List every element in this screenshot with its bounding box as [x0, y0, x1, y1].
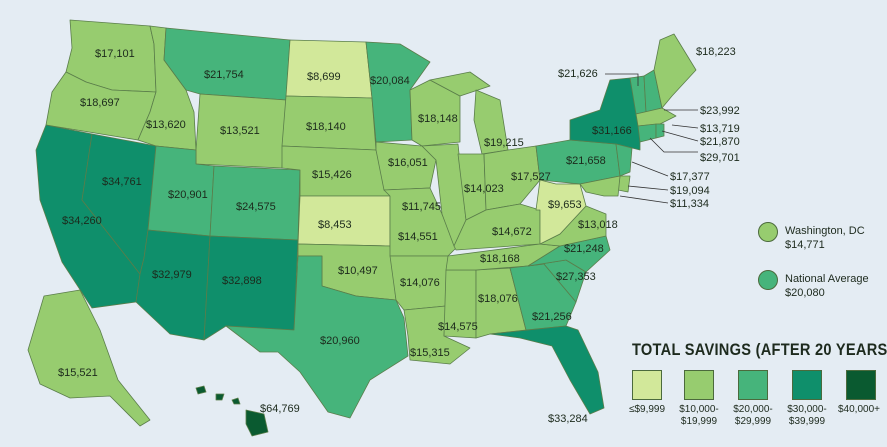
state-nj[interactable]: [615, 143, 633, 177]
national-name: National Average: [785, 273, 869, 285]
label-or: $18,697: [80, 97, 120, 109]
state-fl[interactable]: [489, 325, 605, 415]
label-ny: $31,166: [592, 125, 632, 137]
label-md: $11,334: [670, 198, 709, 210]
state-nd[interactable]: [285, 39, 373, 99]
label-vt: $21,626: [558, 68, 598, 80]
label-fl: $33,284: [548, 413, 588, 425]
label-al: $18,076: [478, 293, 518, 305]
label-mt: $21,754: [204, 69, 244, 81]
label-mi: $19,215: [484, 137, 524, 149]
label-nj: $17,377: [670, 171, 710, 183]
label-ct: $29,701: [700, 152, 740, 164]
label-nc: $21,248: [564, 243, 604, 255]
label-co: $24,575: [236, 201, 276, 213]
label-la: $15,315: [410, 347, 450, 359]
state-ky[interactable]: [453, 203, 541, 251]
legend-label-3: $20,000- $29,999: [733, 404, 773, 427]
legend-swatch-3: [738, 370, 768, 400]
label-ca: $34,260: [62, 215, 102, 227]
label-sd: $18,140: [306, 121, 346, 133]
legend-swatch-2: [684, 370, 714, 400]
label-nh: $23,992: [700, 105, 740, 117]
state-wy[interactable]: [195, 93, 287, 169]
legend-title: TOTAL SAVINGS (AFTER 20 YEARS): [632, 340, 887, 359]
label-nv: $34,761: [102, 176, 142, 188]
label-mn: $20,084: [370, 75, 410, 87]
state-ri[interactable]: [655, 123, 665, 139]
leader-ct: [649, 137, 698, 153]
dc-value: $14,771: [785, 239, 825, 251]
label-pa: $21,658: [566, 155, 606, 167]
label-ne: $15,426: [312, 169, 352, 181]
label-tn: $18,168: [480, 253, 520, 265]
state-ny[interactable]: [569, 77, 641, 151]
label-ma: $13,719: [700, 123, 740, 135]
leader-vt: [605, 73, 639, 86]
label-mo: $11,745: [402, 201, 441, 213]
legend-label-2: $10,000- $19,999: [679, 404, 719, 427]
label-ak: $15,521: [58, 367, 98, 379]
state-ma[interactable]: [635, 107, 677, 127]
state-md[interactable]: [579, 175, 621, 197]
state-mo[interactable]: [383, 187, 457, 257]
label-ut: $20,901: [168, 189, 208, 201]
state-nm[interactable]: [203, 235, 299, 341]
state-az[interactable]: [135, 229, 211, 341]
label-oh: $17,527: [511, 171, 551, 183]
label-nm: $32,898: [222, 275, 262, 287]
label-ms: $14,575: [438, 321, 478, 333]
label-nd: $8,699: [307, 71, 341, 83]
state-ct[interactable]: [637, 123, 657, 143]
label-ok: $10,497: [338, 265, 378, 277]
label-hi: $64,769: [260, 403, 300, 415]
label-wv: $9,653: [548, 199, 582, 211]
dc-swatch: [758, 222, 778, 242]
national-swatch: [758, 270, 778, 290]
leader-de: [627, 185, 669, 191]
leader-ri: [661, 130, 699, 142]
state-tx[interactable]: [225, 255, 409, 419]
state-hi[interactable]: [195, 385, 269, 437]
label-ia: $16,051: [388, 157, 428, 169]
leader-nj: [631, 161, 669, 177]
dc-name: Washington, DC: [785, 225, 865, 237]
legend-label-4: $30,000- $39,999: [787, 404, 827, 427]
label-va: $13,018: [578, 219, 618, 231]
label-tx: $20,960: [320, 335, 360, 347]
label-ks: $8,453: [318, 219, 352, 231]
label-ok2: $14,076: [400, 277, 440, 289]
legend-label-5: $40,000+: [838, 404, 880, 415]
label-wa: $17,101: [95, 48, 135, 60]
state-ak[interactable]: [27, 289, 151, 427]
label-sc: $27,353: [556, 271, 596, 283]
label-ri: $21,870: [700, 136, 740, 148]
label-il: $14,023: [464, 183, 504, 195]
state-me[interactable]: [653, 33, 697, 109]
label-me: $18,223: [696, 46, 736, 58]
leader-ma: [671, 124, 699, 129]
legend-swatch-4: [792, 370, 822, 400]
label-ar: $14,551: [398, 231, 438, 243]
label-de: $19,094: [670, 185, 710, 197]
legend-swatch-1: [632, 370, 662, 400]
label-az: $32,979: [152, 269, 192, 281]
label-ky: $14,672: [492, 226, 532, 238]
national-value: $20,080: [785, 287, 825, 299]
label-wy: $13,521: [220, 125, 260, 137]
state-wv[interactable]: [535, 179, 587, 245]
label-id: $13,620: [146, 119, 186, 131]
legend-label-1: ≤$9,999: [628, 404, 666, 415]
legend-swatch-5: [846, 370, 876, 400]
label-ga: $21,256: [532, 311, 572, 323]
leader-md: [619, 195, 669, 204]
label-wi: $18,148: [418, 113, 458, 125]
